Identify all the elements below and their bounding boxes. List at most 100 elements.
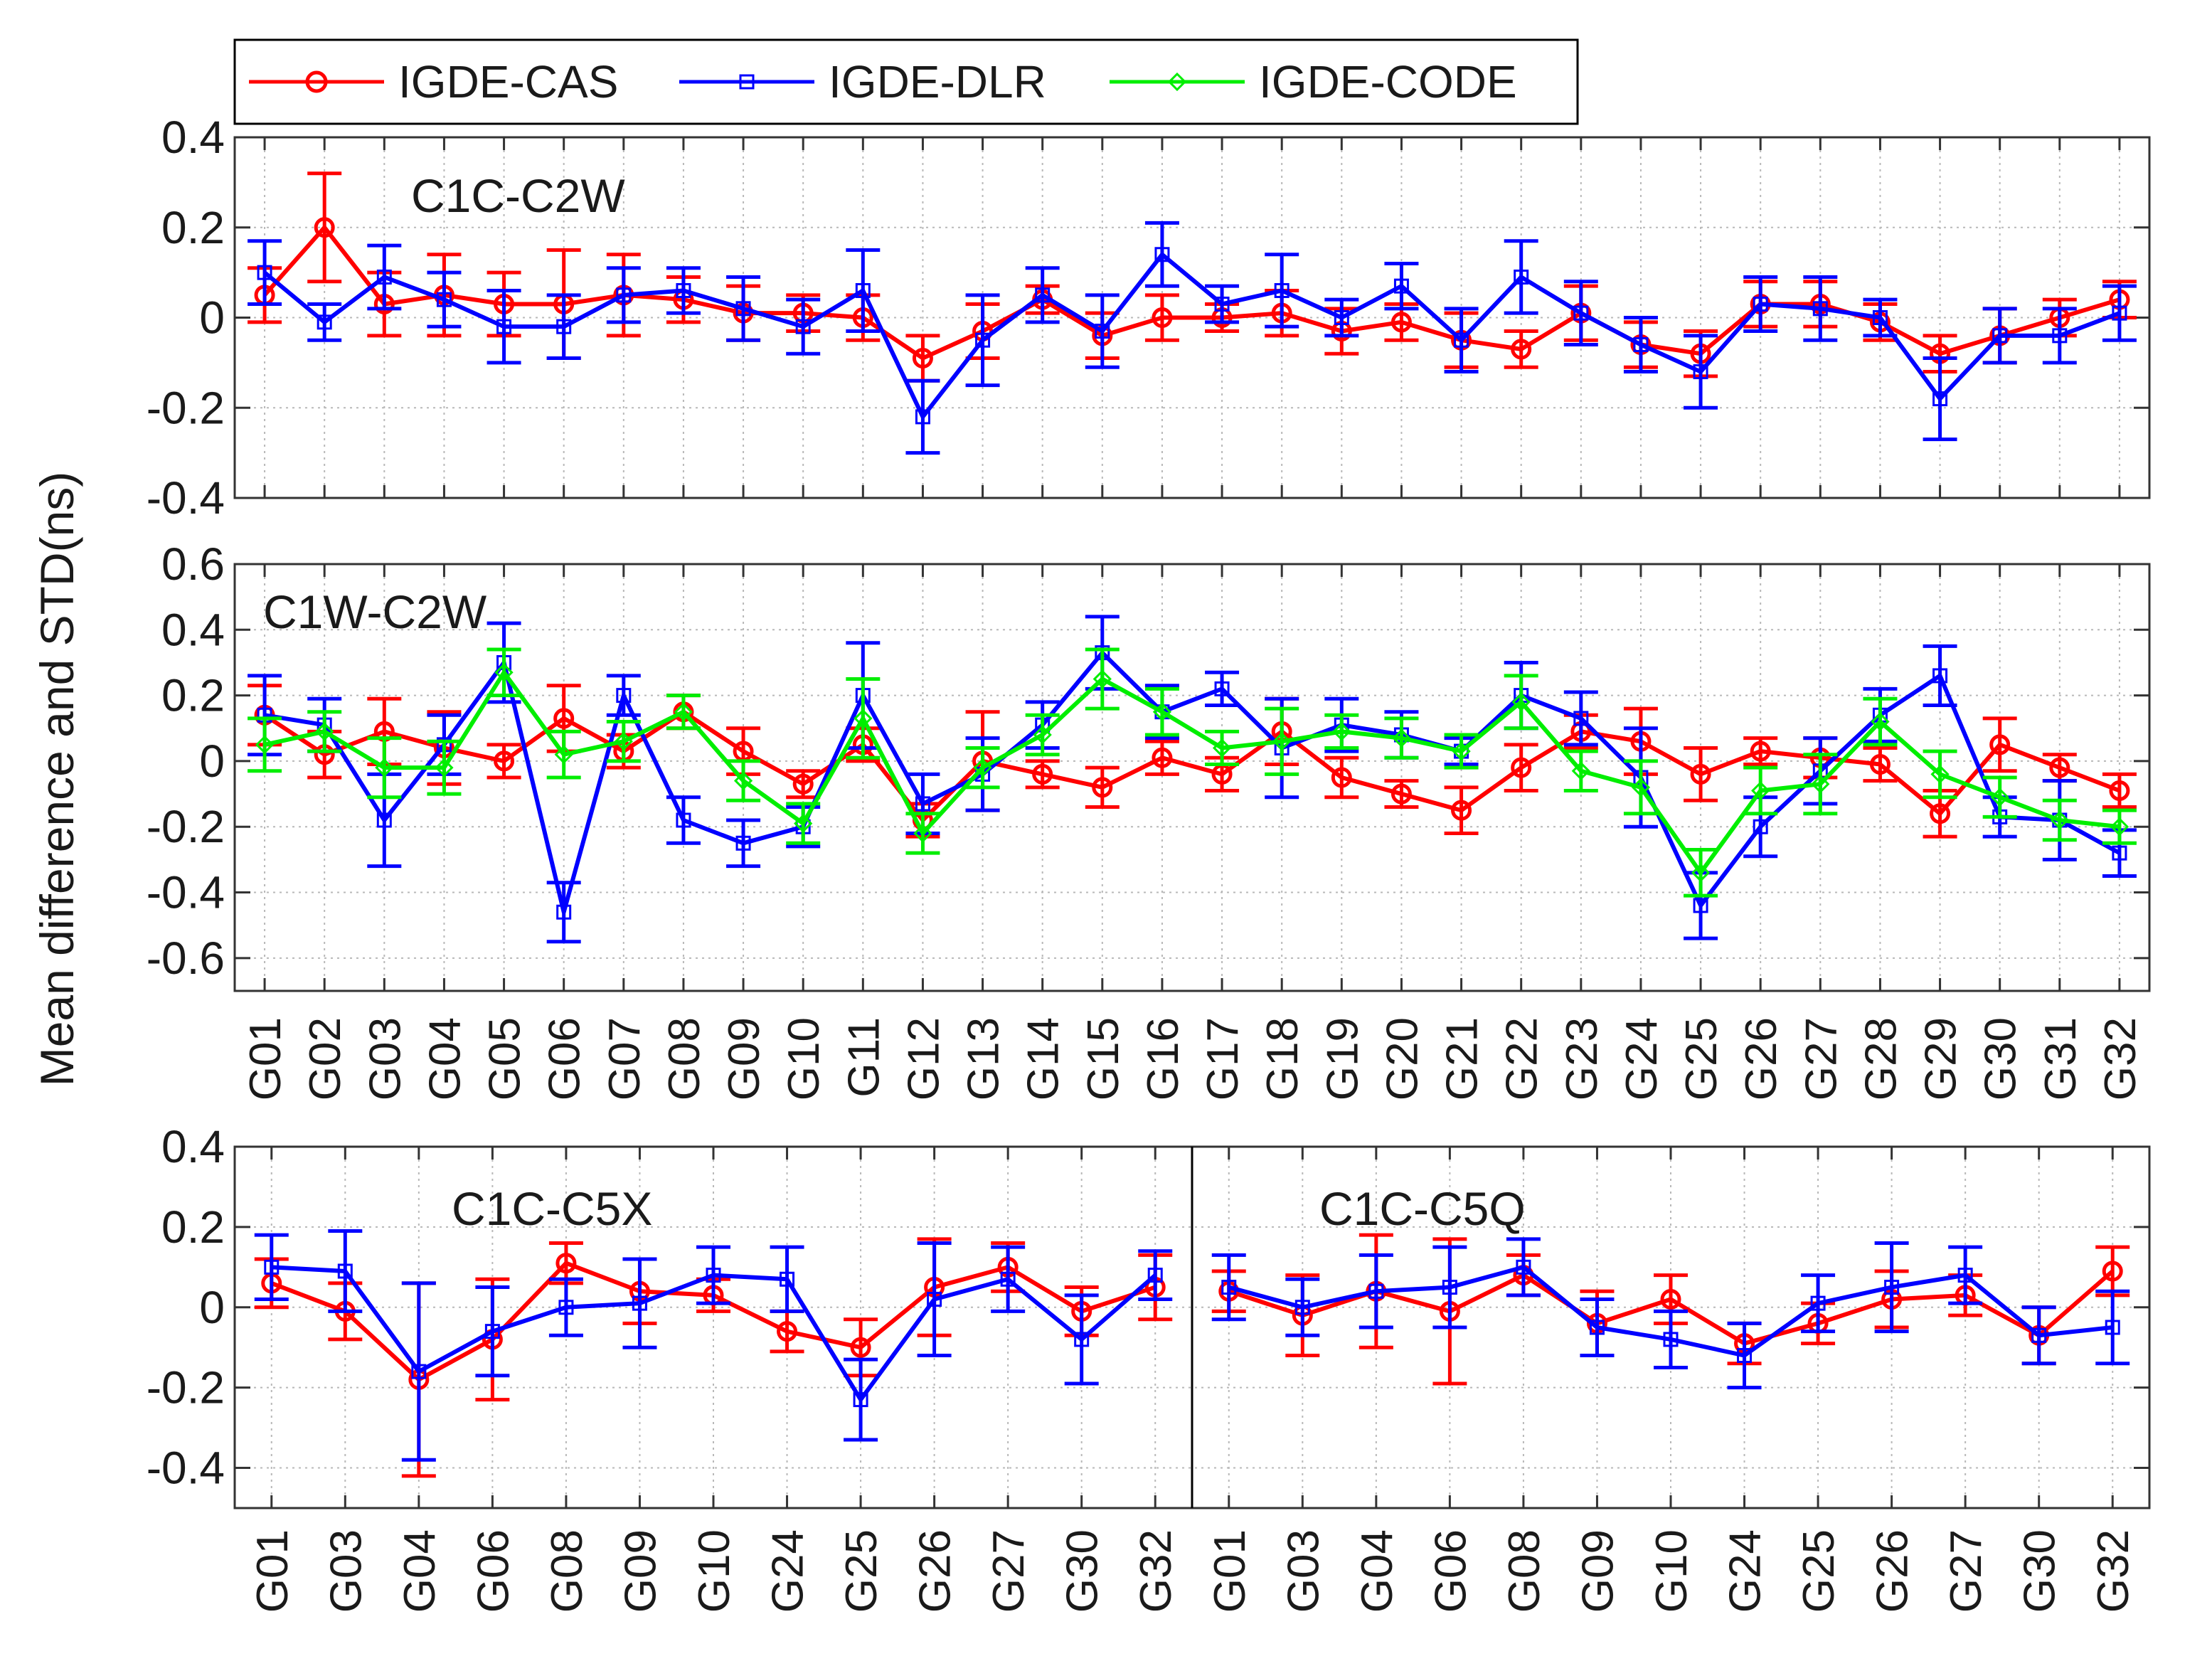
data-point — [614, 732, 633, 751]
data-point — [735, 835, 751, 851]
data-point — [1812, 301, 1828, 317]
error-bar — [427, 739, 462, 796]
data-point — [555, 1253, 577, 1274]
data-point — [1274, 282, 1290, 298]
series-line — [264, 650, 2121, 915]
error-bar — [367, 243, 402, 311]
x-tick-label: G04 — [420, 1017, 469, 1100]
data-point — [1331, 767, 1352, 788]
x-tick-label: G13 — [959, 1017, 1009, 1100]
error-bar — [307, 302, 342, 342]
error-bar — [248, 239, 282, 306]
error-bar — [1743, 765, 1778, 816]
error-bar — [254, 1233, 289, 1301]
data-point — [2102, 1261, 2123, 1282]
data-point — [556, 904, 572, 920]
data-point — [494, 750, 515, 772]
data-point — [436, 292, 452, 307]
legend-box — [233, 38, 1579, 125]
data-point — [853, 1392, 868, 1408]
data-point — [706, 1268, 721, 1283]
error-bar — [1144, 739, 1179, 776]
error-bar — [991, 1245, 1026, 1313]
error-bar — [1923, 749, 1957, 800]
error-bar — [401, 1281, 436, 1462]
y-tick-label: 0.2 — [161, 1201, 225, 1253]
error-bar — [1265, 253, 1299, 329]
x-tick-label: G25 — [1794, 1529, 1844, 1613]
error-bar — [486, 647, 521, 698]
error-bar — [846, 248, 881, 334]
data-point — [1992, 328, 2008, 344]
legend-label-dlr: IGDE-DLR — [829, 56, 1046, 107]
data-point — [1092, 669, 1112, 689]
data-point — [257, 265, 272, 280]
error-bar — [1205, 729, 1240, 767]
x-tick-label: G24 — [1721, 1529, 1770, 1613]
x-tick-label: G14 — [1019, 1017, 1068, 1100]
x-tick-label: G15 — [1079, 1017, 1128, 1100]
data-point — [1571, 761, 1590, 780]
error-bar — [2042, 307, 2077, 365]
data-point — [792, 773, 814, 795]
legend: IGDE-CAS IGDE-DLR IGDE-CODE — [233, 38, 1579, 125]
error-bar — [1504, 674, 1538, 731]
error-bar — [1563, 690, 1598, 747]
data-point — [1214, 296, 1230, 312]
x-tick-label: G32 — [1132, 1529, 1181, 1613]
data-point — [676, 282, 691, 298]
data-point — [854, 709, 873, 728]
data-point — [496, 319, 512, 334]
error-bar — [1265, 706, 1299, 776]
error-bar — [546, 293, 581, 361]
error-bar — [1863, 696, 1898, 747]
data-point — [913, 824, 932, 843]
error-bar — [1923, 356, 1957, 442]
panel-c1w-c2w: -0.6 -0.4 -0.2 0 0.2 0.4 0.6 G01 G02 G03 G04 G05 G06… — [147, 538, 2151, 1100]
data-point — [794, 814, 813, 833]
error-bar — [1444, 733, 1479, 770]
x-tick-label: G03 — [321, 1529, 371, 1613]
x-tick-label: G01 — [241, 1017, 290, 1100]
data-point — [1869, 754, 1891, 775]
error-bar — [486, 743, 521, 780]
error-bar — [1085, 647, 1120, 711]
x-tick-label: G08 — [660, 1017, 709, 1100]
x-tick-label: G03 — [361, 1017, 410, 1100]
data-point — [2110, 817, 2129, 837]
error-bar — [475, 1285, 510, 1378]
x-tick-label: G30 — [1977, 1017, 2026, 1100]
error-bar — [2042, 798, 2077, 842]
x-tick-label: G02 — [301, 1017, 350, 1100]
x-tick-label: G03 — [1279, 1529, 1328, 1613]
data-point — [1152, 307, 1173, 328]
data-point — [1753, 819, 1768, 834]
data-point — [376, 812, 392, 828]
data-point — [1334, 310, 1349, 325]
error-bar — [1948, 1245, 1983, 1305]
error-bar — [427, 270, 462, 329]
data-point — [1442, 1280, 1457, 1295]
data-point — [1751, 781, 1770, 800]
error-bar — [546, 729, 581, 780]
data-point — [927, 1291, 942, 1307]
x-tick-label: G07 — [600, 1017, 649, 1100]
error-bar — [965, 745, 1000, 790]
data-point — [915, 796, 930, 812]
y-tick-label: -0.2 — [147, 1362, 225, 1413]
data-point — [1932, 668, 1948, 684]
y-tick-label: -0.4 — [147, 472, 225, 524]
data-point — [494, 663, 514, 682]
data-point — [1221, 1280, 1237, 1295]
x-tick-label: G32 — [2096, 1017, 2145, 1100]
panel-title: C1C-C5X — [452, 1182, 652, 1235]
error-bar — [1025, 266, 1060, 324]
legend-label-cas: IGDE-CAS — [398, 56, 618, 107]
data-point — [1511, 692, 1531, 711]
data-point — [674, 702, 693, 721]
error-bar — [1923, 644, 1957, 707]
x-tick-label: G26 — [1868, 1529, 1918, 1613]
error-bar — [844, 1357, 878, 1442]
error-bar — [770, 1245, 804, 1313]
